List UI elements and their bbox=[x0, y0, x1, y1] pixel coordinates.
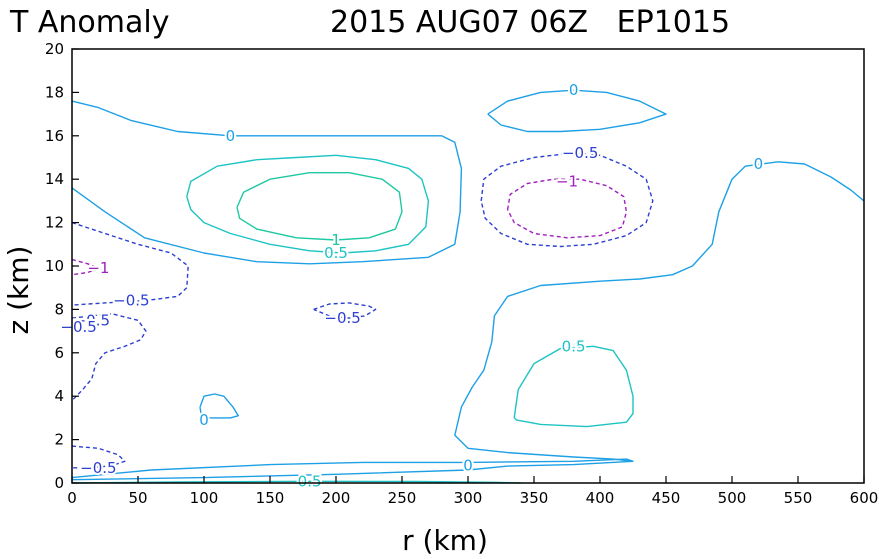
contour-line-5 bbox=[186, 154, 430, 254]
y-tick-label-1: 2 bbox=[54, 431, 64, 449]
contour-label-2: 0 bbox=[754, 155, 764, 173]
contour-label-5: 0.5 bbox=[324, 244, 348, 262]
y-tick-label-3: 6 bbox=[54, 344, 64, 362]
x-tick-label-6: 300 bbox=[454, 489, 483, 507]
x-tick-label-8: 400 bbox=[586, 489, 615, 507]
y-tick-label-4: 8 bbox=[54, 300, 64, 318]
contour-line-6 bbox=[513, 345, 634, 428]
y-tick-label-8: 16 bbox=[45, 127, 64, 145]
contour-label-10: −0.5 bbox=[74, 311, 110, 329]
contour-line-12 bbox=[313, 302, 377, 319]
title-left: T Anomaly bbox=[9, 5, 169, 40]
plot-frame bbox=[71, 48, 865, 484]
contour-label-11: −0.5 bbox=[80, 459, 116, 477]
contour-line-9 bbox=[71, 221, 189, 306]
contour-label-8: 1 bbox=[331, 231, 341, 249]
y-tick-label-6: 12 bbox=[45, 214, 64, 232]
y-tick-label-5: 10 bbox=[45, 257, 64, 275]
contour-label-15: −1 bbox=[87, 259, 109, 277]
x-tick-label-12: 600 bbox=[850, 489, 879, 507]
x-axis-label: r (km) bbox=[402, 524, 488, 557]
contour-label-4: 0 bbox=[569, 81, 579, 99]
contour-line-3 bbox=[199, 393, 240, 419]
contour-line-8 bbox=[236, 171, 403, 241]
y-axis: 0 2 4 6 8 10 12 14 16 18 20 bbox=[45, 40, 79, 492]
y-tick-label-10: 20 bbox=[45, 40, 64, 58]
contour-line-0 bbox=[71, 100, 463, 265]
contour-label-3: 0 bbox=[199, 411, 209, 429]
x-tick-label-2: 100 bbox=[190, 489, 219, 507]
y-tick-label-7: 14 bbox=[45, 170, 64, 188]
contour-line-10 bbox=[71, 313, 147, 401]
plot-content: 000000.50.50.51−0.5−0.5−0.5−0.5−0.5−1−1−… bbox=[58, 79, 865, 492]
contour-line-2 bbox=[454, 161, 865, 462]
contour-label-7: 0.5 bbox=[298, 472, 322, 490]
x-tick-label-1: 50 bbox=[128, 489, 147, 507]
y-tick-label-0: 0 bbox=[54, 474, 64, 492]
contour-label-16: −0.5 bbox=[60, 318, 96, 336]
contour-label-6: 0.5 bbox=[562, 337, 586, 355]
y-axis-label: z (km) bbox=[2, 246, 35, 335]
contour-label-14: −1 bbox=[556, 172, 578, 190]
x-tick-label-10: 500 bbox=[718, 489, 747, 507]
contour-line-14 bbox=[506, 178, 628, 239]
y-tick-label-2: 4 bbox=[54, 387, 64, 405]
x-tick-label-0: 0 bbox=[67, 489, 77, 507]
x-axis: 0 50 100 150 200 250 300 350 400 450 500 550 600 bbox=[67, 476, 878, 507]
x-tick-label-3: 150 bbox=[256, 489, 285, 507]
contour-line-15 bbox=[71, 258, 100, 276]
title-right: 2015 AUG07 06Z EP1015 bbox=[330, 5, 730, 40]
contour-line-4 bbox=[487, 89, 667, 133]
y-tick-label-9: 18 bbox=[45, 83, 64, 101]
contour-line-13 bbox=[480, 152, 654, 248]
contour-label-9: −0.5 bbox=[113, 292, 149, 310]
contour-label-0: 0 bbox=[226, 127, 236, 145]
x-tick-label-11: 550 bbox=[784, 489, 813, 507]
contour-line-1 bbox=[71, 458, 634, 481]
contour-label-12: −0.5 bbox=[324, 309, 360, 327]
x-tick-label-5: 250 bbox=[388, 489, 417, 507]
contour-label-1: 0 bbox=[463, 457, 473, 475]
contour-line-11 bbox=[71, 445, 126, 469]
x-tick-label-9: 450 bbox=[652, 489, 681, 507]
x-tick-label-7: 350 bbox=[520, 489, 549, 507]
x-tick-label-4: 200 bbox=[322, 489, 351, 507]
contour-label-13: −0.5 bbox=[562, 144, 598, 162]
